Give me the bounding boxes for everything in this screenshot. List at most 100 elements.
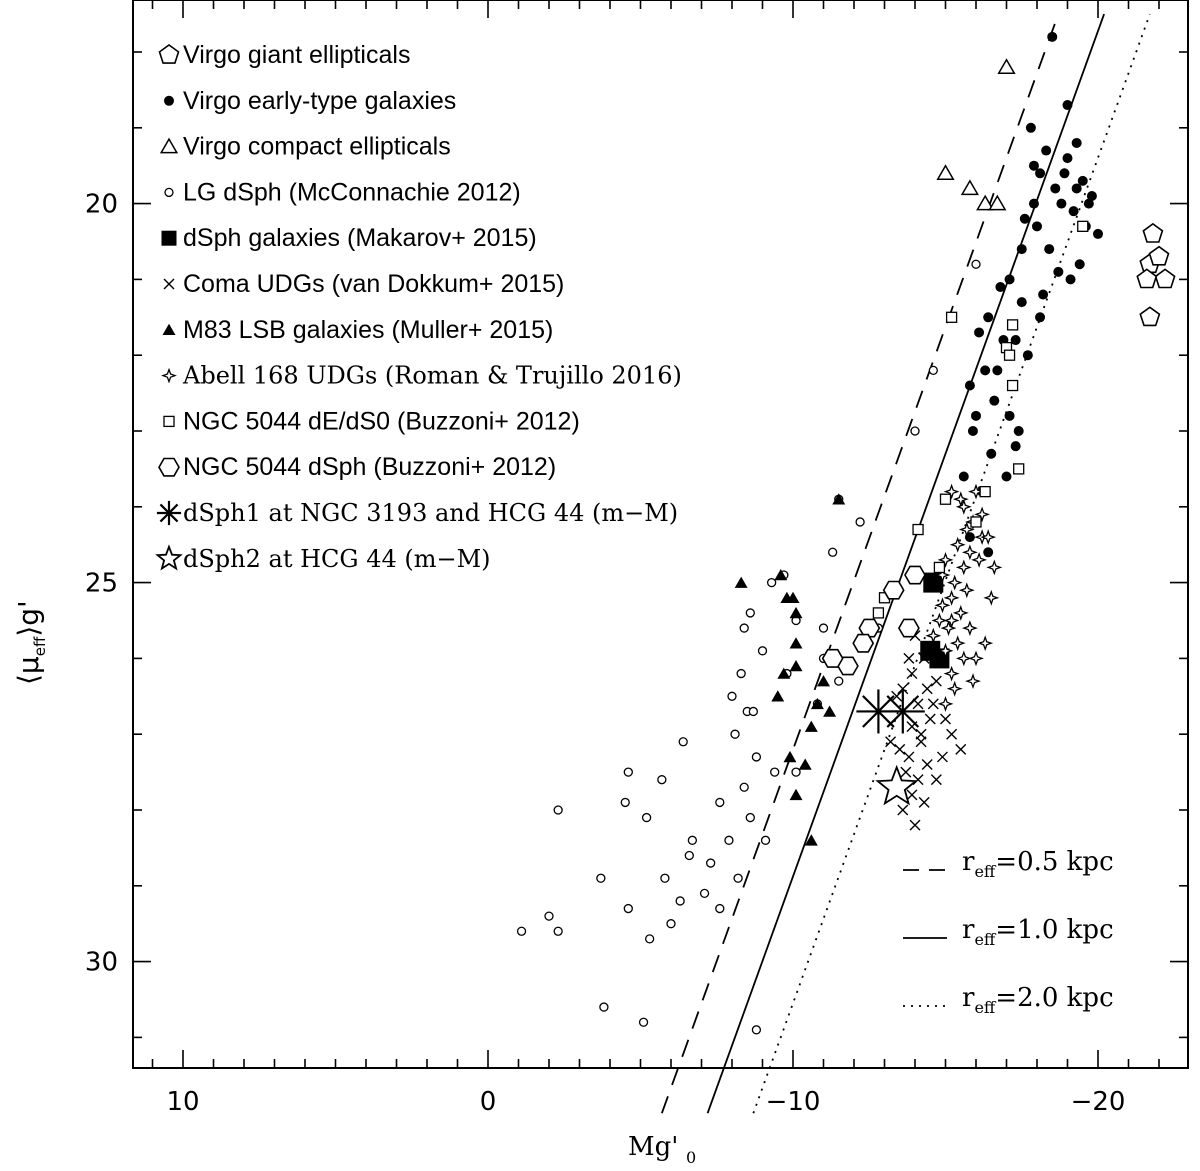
point-cross-stroke: [909, 819, 921, 831]
point-circle-open: [910, 426, 920, 436]
series-triangle-filled: [734, 493, 846, 846]
point-cross-stroke: [924, 713, 936, 725]
point-circle-open: [596, 873, 606, 883]
point-circle-open: [553, 926, 563, 936]
line-dashed: [661, 13, 1060, 1114]
point-cross: [927, 698, 939, 710]
legend-marker-square-open: [163, 415, 175, 428]
point-cross-stroke: [894, 743, 906, 755]
point-cross: [897, 804, 909, 816]
point-triangle-filled: [798, 758, 812, 770]
point-triangle-filled: [789, 606, 803, 619]
point-dot: [1047, 31, 1058, 42]
point-hexagon: [897, 618, 920, 638]
point-circle-open: [739, 782, 749, 792]
point-cross: [918, 796, 930, 808]
point-dot: [995, 281, 1006, 292]
legend-label: dSph2 at HCG 44 (m−M): [183, 545, 491, 573]
point-circle-open: [751, 1025, 762, 1035]
point-cross: [930, 675, 942, 687]
point-star4: [965, 673, 981, 690]
point-cross: [936, 751, 948, 763]
point-cross-stroke: [906, 668, 918, 680]
lines-legend-val: =1.0 kpc: [995, 915, 1113, 945]
point-square-open: [970, 516, 982, 528]
point-cross: [900, 766, 912, 778]
y-axis-label-sub: eff: [31, 636, 49, 656]
point-dot: [1016, 297, 1027, 308]
point-triangle-filled: [734, 576, 748, 588]
legend-label: NGC 5044 dE/dS0 (Buzzoni+ 2012): [183, 407, 580, 435]
legend-marker-dot: [164, 95, 174, 106]
x-tick-label: 10: [166, 1087, 199, 1117]
point-circle-open: [678, 737, 688, 747]
point-cross: [921, 759, 933, 771]
point-cross-stroke: [918, 652, 930, 664]
point-dot: [1016, 244, 1027, 255]
point-dot: [1038, 289, 1049, 300]
point-triangle-open: [997, 58, 1016, 74]
series-circle-open: [516, 259, 981, 1035]
point-circle-open: [757, 646, 768, 656]
point-dot: [1062, 153, 1073, 164]
point-dot: [1032, 221, 1042, 232]
point-dot: [1093, 228, 1103, 239]
point-circle-open: [687, 835, 697, 845]
point-triangle-open: [960, 179, 979, 196]
point-circle-open: [623, 767, 633, 777]
point-circle-open: [751, 752, 762, 762]
point-cross: [909, 819, 921, 831]
point-dot: [1035, 312, 1046, 323]
point-square-open: [1006, 319, 1019, 331]
legend-label: M83 LSB galaxies (Muller+ 2015): [183, 316, 553, 344]
legend-label: Virgo compact ellipticals: [183, 133, 451, 161]
legend-marker-asterisk: [156, 500, 182, 526]
lines-legend-r: r: [962, 983, 975, 1013]
point-star4: [961, 620, 978, 637]
point-star4: [934, 597, 951, 614]
point-dot: [1019, 213, 1030, 224]
point-triangle-filled: [823, 705, 837, 717]
series-asterisk: [856, 689, 925, 734]
legend-marker-asterisk-stroke: [159, 503, 179, 523]
series-star4: [925, 483, 1003, 712]
point-cross: [915, 736, 927, 748]
point-star4: [937, 551, 954, 568]
legend-marker-pentagon: [158, 44, 180, 64]
x-tick-label: −20: [1071, 1087, 1126, 1117]
legend-marker-star4: [161, 367, 177, 384]
point-cross-stroke: [955, 743, 967, 755]
point-circle-open: [715, 903, 725, 914]
point-pentagon: [1148, 245, 1170, 266]
point-dot: [1059, 168, 1070, 179]
point-triangle-filled: [789, 660, 803, 672]
legend-marker-square-filled: [161, 230, 177, 246]
point-dot: [1062, 100, 1073, 111]
point-triangle-filled: [832, 493, 846, 505]
point-dot: [1004, 274, 1015, 285]
lines-legend-sub: eff: [974, 930, 996, 949]
point-circle-open: [666, 919, 676, 929]
point-dot: [983, 547, 994, 558]
point-star4: [986, 559, 1003, 576]
point-triangle-filled: [783, 750, 797, 763]
plot-frame: [132, 0, 1189, 1069]
point-cross: [897, 683, 909, 695]
point-triangle-filled: [771, 690, 785, 702]
point-cross-stroke: [936, 751, 948, 763]
point-cross-stroke: [906, 789, 918, 801]
point-circle-open: [727, 691, 737, 701]
legend-label: Abell 168 UDGs (Roman & Trujillo 2016): [182, 362, 682, 390]
point-cross: [906, 789, 918, 801]
point-star5: [875, 764, 919, 806]
point-dot: [983, 312, 994, 323]
axis-ticks: 10 0 −10 −20 20 25 30: [85, 0, 1188, 1117]
point-cross-stroke: [891, 690, 903, 702]
point-triangle-filled: [774, 569, 788, 581]
point-square-open: [1077, 220, 1089, 232]
point-asterisk-stroke: [886, 695, 920, 728]
point-circle-open: [855, 517, 865, 527]
lines-legend-label: reff=1.0 kpc: [962, 915, 1114, 949]
point-circle-open: [730, 729, 740, 739]
point-star4: [971, 551, 988, 568]
